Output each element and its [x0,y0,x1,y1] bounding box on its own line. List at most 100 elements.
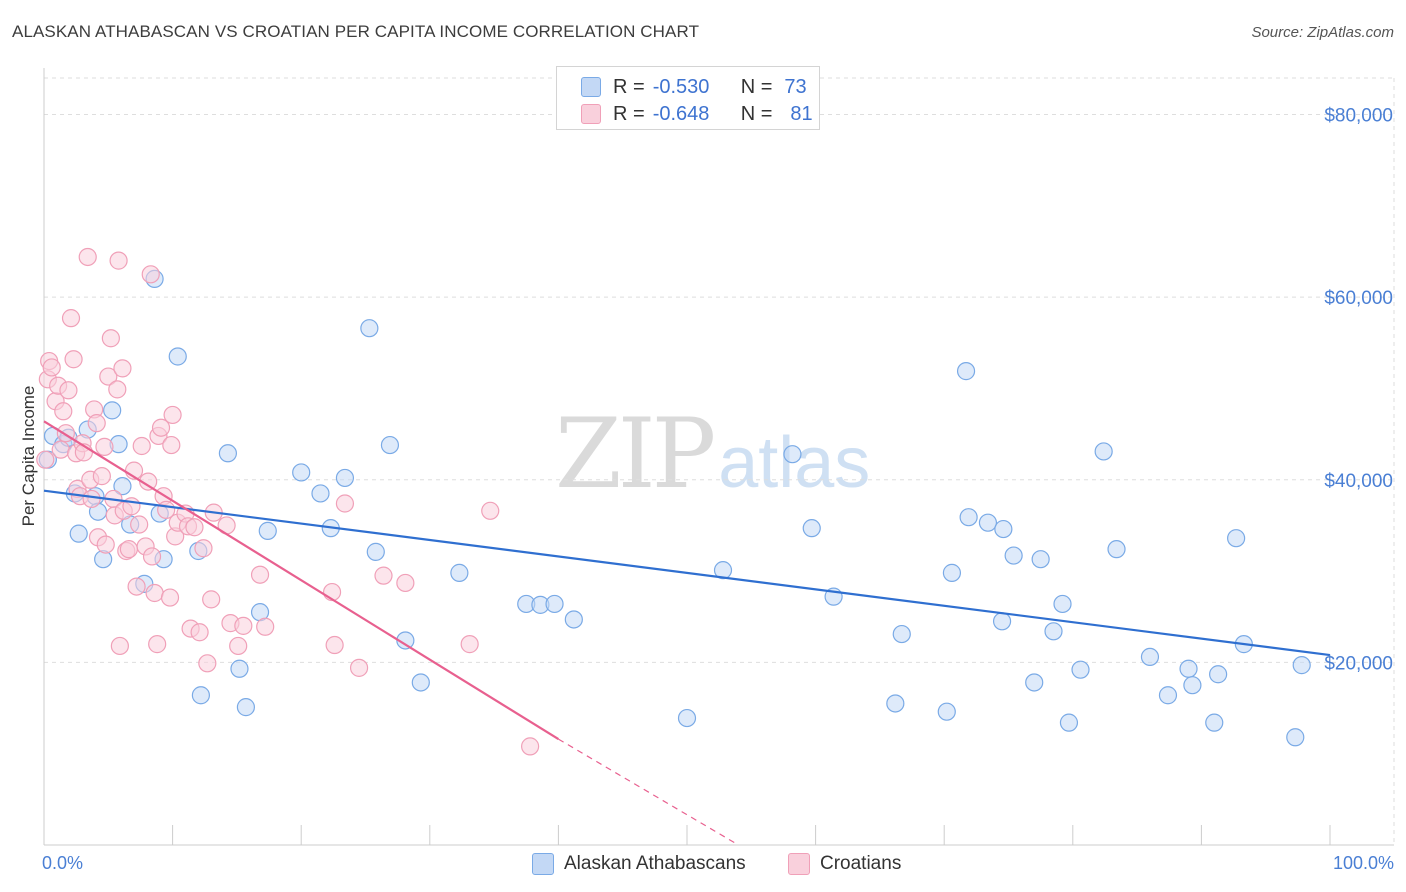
point-croatians [108,380,127,399]
point-croatians [51,440,70,459]
bottom-legend-label-athabascans: Alaskan Athabascans [564,853,746,874]
point-croatians [185,518,204,537]
legend-r-label: R = [613,75,645,98]
point-croatians [521,737,540,756]
bottom-legend-swatch-croatians [788,853,810,875]
point-alaskan-athabascans [230,659,249,678]
point-croatians [36,450,55,469]
point-croatians [119,540,138,559]
point-croatians [132,436,151,456]
point-alaskan-athabascans [1004,546,1023,565]
point-alaskan-athabascans [959,508,978,527]
point-alaskan-athabascans [677,708,697,728]
point-croatians [250,565,270,584]
correlation-legend: R = -0.530 N = 73 R = -0.648 N = 81 [556,66,820,130]
point-alaskan-athabascans [937,702,956,721]
point-alaskan-athabascans [783,445,802,464]
point-croatians [141,265,160,284]
point-alaskan-athabascans [1031,550,1050,569]
point-alaskan-athabascans [258,521,277,540]
legend-n-label: N = [740,75,773,98]
point-alaskan-athabascans [168,347,187,366]
y-tick-label: $20,000 [1324,653,1393,674]
point-alaskan-athabascans [1183,676,1202,695]
point-croatians [145,583,164,603]
point-alaskan-athabascans [1094,442,1113,461]
point-alaskan-athabascans [545,594,564,614]
point-croatians [101,329,120,348]
point-alaskan-athabascans [335,468,355,488]
point-alaskan-athabascans [1044,622,1063,641]
point-alaskan-athabascans [886,694,905,713]
point-alaskan-athabascans [713,561,733,580]
point-croatians [113,359,132,378]
point-alaskan-athabascans [1071,660,1090,679]
point-alaskan-athabascans [311,484,330,503]
point-croatians [92,467,111,486]
point-alaskan-athabascans [103,401,122,420]
point-croatians [160,588,180,607]
point-croatians [96,535,115,554]
bottom-legend-label-croatians: Croatians [820,853,902,874]
point-alaskan-athabascans [1227,529,1246,548]
point-alaskan-athabascans [1292,656,1311,675]
point-croatians [349,658,369,677]
point-croatians [374,566,393,585]
point-croatians [127,577,146,596]
point-croatians [162,435,181,455]
point-alaskan-athabascans [218,444,237,463]
point-croatians [325,635,344,655]
y-tick-label: $40,000 [1324,471,1393,492]
point-alaskan-athabascans [1286,728,1305,747]
x-tick-label-left: 0.0% [42,853,83,873]
point-alaskan-athabascans [1140,647,1160,667]
point-croatians [61,309,81,328]
x-tick-label-right: 100.0% [1333,853,1394,873]
legend-swatch-croatians [581,104,601,124]
point-croatians [229,636,248,656]
point-alaskan-athabascans [1179,659,1198,678]
point-alaskan-athabascans [191,686,210,705]
legend-row-croatians: R = -0.648 N = 81 [581,102,813,126]
tick-labels: $20,000 $40,000 $60,000 $80,000 0.0% 100.0% [42,106,1394,873]
point-alaskan-athabascans [1107,540,1126,559]
axes [43,68,1394,846]
point-croatians [110,636,129,656]
bottom-legend-croatians: Croatians [788,852,901,876]
legend-n-value: 81 [790,102,813,125]
point-croatians [99,367,118,386]
point-alaskan-athabascans [978,513,998,532]
point-alaskan-athabascans [1025,673,1044,692]
point-alaskan-athabascans [994,519,1013,539]
point-croatians [151,418,171,437]
point-croatians [256,617,275,636]
legend-n-value: 73 [784,75,807,98]
point-alaskan-athabascans [892,624,911,644]
point-alaskan-athabascans [1209,665,1228,684]
point-alaskan-athabascans [992,612,1012,631]
point-alaskan-athabascans [564,610,583,629]
point-alaskan-athabascans [956,362,976,381]
point-croatians [59,381,78,400]
point-alaskan-athabascans [411,673,430,692]
legend-r-label: R = [613,102,645,125]
point-croatians [82,489,101,509]
data-points [36,247,1311,756]
point-croatians [481,501,500,520]
point-croatians [142,547,162,566]
point-alaskan-athabascans [236,698,256,717]
legend-r-value: -0.648 [652,102,710,125]
point-alaskan-athabascans [1158,686,1178,705]
point-alaskan-athabascans [1205,713,1224,732]
trend-lines [43,420,1331,846]
source-label: Source: ZipAtlas.com [1251,24,1394,41]
point-alaskan-athabascans [1059,713,1079,732]
point-croatians [148,635,167,654]
point-croatians [78,247,97,267]
point-croatians [54,402,73,421]
point-alaskan-athabascans [113,477,132,496]
legend-swatch-athabascans [581,77,601,97]
point-croatians [190,623,209,642]
